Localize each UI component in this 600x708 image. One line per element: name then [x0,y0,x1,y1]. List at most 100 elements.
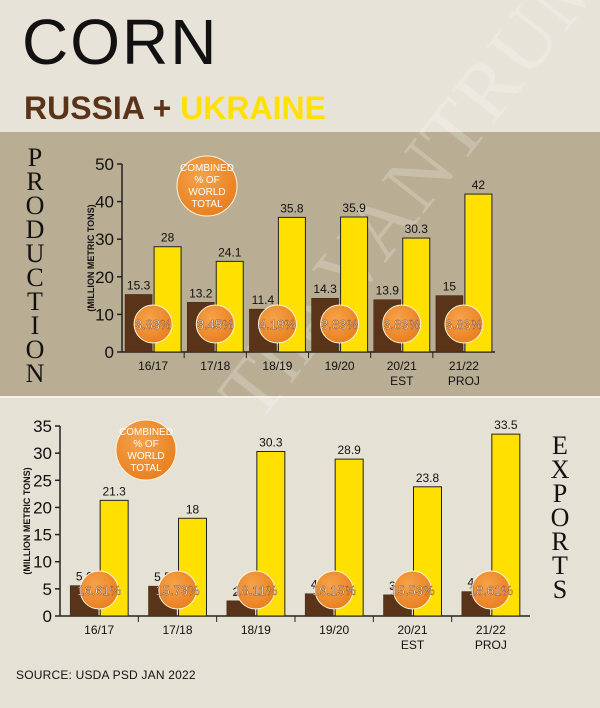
share-badge [314,570,354,610]
share-badge [236,570,276,610]
data-label-russia: 14.3 [313,282,337,296]
y-tick-label: 20 [95,268,114,287]
data-label-ukraine: 30.3 [405,222,429,236]
production-side-label-letter: N [25,359,45,388]
category-label: 16/17 [84,623,114,637]
production-side-label-letter: C [26,263,44,292]
category-label: PROJ [448,374,480,388]
annotation-text: WORLD [127,451,164,462]
category-label: 19/20 [319,623,349,637]
y-axis-title: (MILLION METRIC TONS) [22,467,32,574]
share-badge-label: 18.11% [234,583,278,598]
y-tick-label: 0 [105,343,114,362]
category-label: EST [390,374,414,388]
data-label-ukraine: 35.8 [280,201,304,215]
annotation-text: % OF [194,175,220,186]
share-badge-label: 16.61% [77,583,122,598]
data-label-russia: 13.9 [376,284,400,298]
data-label-ukraine: 42 [472,178,486,192]
exports-side-label-letter: S [552,575,568,604]
exports-side-label-letter: X [550,455,570,484]
y-tick-label: 25 [33,471,52,490]
annotation-badge [115,419,177,481]
y-tick-label: 30 [33,444,52,463]
y-tick-label: 20 [33,498,52,517]
share-badge [393,570,432,610]
share-badge-label: 3.83% [135,317,172,332]
share-badge-label: 3.83% [383,317,420,332]
share-badge-label: 15.53% [390,583,435,598]
data-label-ukraine: 23.8 [416,471,440,485]
y-tick-label: 35 [33,417,52,436]
share-badge-label: 19.15% [312,583,357,598]
annotation-text: TOTAL [191,199,223,210]
annotation-badge [176,155,238,217]
annotation-text: WORLD [188,187,225,198]
annotation-text: % OF [133,439,159,450]
share-badge-label: 3.45% [197,317,234,332]
share-badge-label: 4.19% [259,317,296,332]
data-label-russia: 13.2 [189,286,213,300]
production-side-label-letter: P [27,143,43,172]
y-tick-label: 0 [43,607,52,626]
share-badge [79,570,119,610]
data-label-ukraine: 33.5 [494,418,518,432]
category-label: PROJ [475,638,507,652]
annotation-text: COMBINED [180,163,234,174]
exports-side-label-letter: O [550,503,570,532]
annotation-text: TOTAL [130,463,162,474]
share-badge [382,304,422,344]
category-label: 20/21 [397,623,427,637]
category-label: 17/18 [200,359,230,373]
data-label-ukraine: 21.3 [102,484,126,498]
share-badge-label: 3.83% [321,317,358,332]
exports-side-label-letter: E [552,431,568,460]
production-side-label-letter: I [30,311,40,340]
data-label-ukraine: 24.1 [218,245,242,259]
y-tick-label: 40 [95,193,114,212]
page-title: CORN [22,6,219,78]
y-axis-title: (MILLION METRIC TONS) [86,204,96,311]
production-side-label-letter: O [25,191,45,220]
category-label: 18/19 [262,359,292,373]
share-badge [257,304,297,344]
y-tick-label: 5 [43,580,52,599]
data-label-ukraine: 30.3 [259,436,283,450]
category-label: 21/22 [476,623,506,637]
share-badge [471,570,511,610]
data-label-ukraine: 35.9 [342,201,366,215]
y-tick-label: 10 [33,553,52,572]
data-label-ukraine: 28.9 [337,443,361,457]
share-badge [444,304,484,344]
share-badge-label: 18.61% [469,583,514,598]
category-label: 21/22 [449,359,479,373]
y-tick-label: 15 [33,526,52,545]
data-label-russia: 15 [443,280,457,294]
production-side-label-letter: U [25,239,45,268]
category-label: 18/19 [241,623,271,637]
category-label: 20/21 [387,359,417,373]
data-label-ukraine: 18 [186,502,200,516]
production-side-label-letter: T [27,287,43,316]
share-badge [320,304,360,344]
y-tick-label: 50 [95,155,114,174]
y-tick-label: 10 [95,305,114,324]
category-label: 19/20 [325,359,355,373]
share-badge-label: 15.73% [155,583,200,598]
subtitle-russia: RUSSIA [24,90,144,126]
share-badge [133,304,173,344]
exports-side-label-letter: T [552,551,568,580]
category-label: EST [401,638,425,652]
share-badge-label: 3.83% [445,317,482,332]
y-tick-label: 30 [95,230,114,249]
source-note: SOURCE: USDA PSD JAN 2022 [16,668,196,682]
annotation-text: COMBINED [119,427,173,438]
data-label-russia: 11.4 [252,293,275,307]
share-badge [195,304,235,344]
data-label-ukraine: 28 [161,231,175,245]
production-chart: 0 10 20 30 40 50 (MILLION METRIC TONS) 15.3 28 3.… [86,155,495,388]
